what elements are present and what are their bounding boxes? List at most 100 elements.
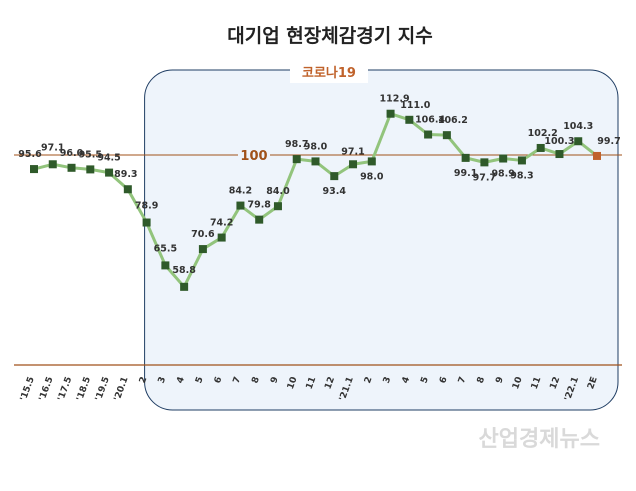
data-point bbox=[517, 156, 526, 165]
data-point bbox=[593, 151, 601, 160]
x-tick-label: 8 bbox=[476, 376, 488, 385]
data-label: 100.3 bbox=[544, 136, 574, 147]
data-label: 98.7 bbox=[285, 139, 308, 150]
x-tick-label: 8 bbox=[250, 376, 262, 385]
data-label: 112.9 bbox=[380, 94, 410, 105]
data-label: 98.0 bbox=[360, 171, 384, 182]
x-tick-label: 7 bbox=[232, 376, 244, 385]
data-label: 96.0 bbox=[60, 148, 84, 159]
x-tick-label: 3 bbox=[157, 376, 169, 385]
data-point bbox=[105, 168, 114, 177]
data-point bbox=[48, 160, 57, 169]
data-label: 58.8 bbox=[172, 265, 196, 276]
series-group: 95.697.196.095.594.589.378.965.558.870.6… bbox=[18, 94, 621, 291]
data-point bbox=[574, 137, 583, 146]
x-tick-label: 5 bbox=[194, 376, 206, 385]
data-label: 79.8 bbox=[247, 200, 271, 211]
data-point bbox=[386, 109, 395, 118]
data-point bbox=[198, 245, 207, 254]
x-tick-label: 3 bbox=[382, 376, 394, 385]
x-tick-label: 12 bbox=[549, 376, 563, 391]
watermark-text: 산업경제뉴스 bbox=[479, 427, 600, 452]
data-label: 106.4 bbox=[415, 115, 445, 126]
x-tick-label: 11 bbox=[305, 376, 319, 391]
data-point bbox=[536, 143, 545, 152]
data-label: 89.3 bbox=[114, 169, 137, 180]
x-tick-label: 10 bbox=[286, 376, 300, 391]
chart-title: 대기업 현장체감경기 지수 bbox=[227, 25, 433, 47]
data-point bbox=[273, 202, 282, 211]
data-point bbox=[480, 158, 489, 167]
x-tick-label: 9 bbox=[494, 376, 506, 385]
data-point bbox=[292, 155, 301, 164]
x-tick-label: 6 bbox=[438, 376, 450, 385]
data-label: 102.2 bbox=[528, 128, 558, 139]
x-tick-label: '19.5 bbox=[94, 376, 112, 403]
x-tick-label: 2 bbox=[363, 376, 375, 385]
x-tick-label: '17.5 bbox=[56, 376, 74, 403]
x-tick-label: 6 bbox=[213, 376, 225, 385]
data-point bbox=[217, 233, 226, 242]
x-tick-label: 2 bbox=[138, 376, 150, 385]
x-tick-label: 9 bbox=[269, 376, 281, 385]
x-tick-label: 4 bbox=[175, 376, 187, 385]
data-point bbox=[442, 131, 451, 140]
data-label: 70.6 bbox=[191, 229, 215, 240]
data-label: 98.3 bbox=[510, 170, 533, 181]
data-label: 98.9 bbox=[491, 169, 514, 180]
data-label: 99.1 bbox=[454, 168, 477, 179]
data-label: 97.1 bbox=[341, 146, 364, 157]
x-tick-label: 2E bbox=[586, 376, 600, 391]
data-label: 106.2 bbox=[438, 115, 468, 126]
x-tick-label: '18.5 bbox=[75, 376, 93, 403]
data-point bbox=[161, 261, 170, 270]
data-label: 94.5 bbox=[97, 153, 120, 164]
x-tick-label: '16.5 bbox=[38, 376, 56, 403]
x-tick-label: 11 bbox=[530, 376, 544, 391]
data-point bbox=[30, 165, 38, 174]
data-point bbox=[424, 130, 433, 139]
data-point bbox=[405, 115, 414, 124]
reference-label: 100 bbox=[240, 149, 267, 164]
data-point bbox=[67, 163, 76, 172]
data-point bbox=[180, 282, 189, 291]
data-label: 111.0 bbox=[400, 100, 430, 111]
data-label: 93.4 bbox=[323, 186, 347, 197]
data-label: 65.5 bbox=[154, 243, 177, 254]
data-label: 74.2 bbox=[210, 218, 233, 229]
reference-label-bg bbox=[238, 147, 270, 163]
covid-label: 코로나19 bbox=[302, 65, 356, 81]
data-point bbox=[123, 185, 132, 194]
data-point bbox=[499, 154, 508, 163]
x-tick-label: '20.1 bbox=[113, 376, 131, 403]
data-label: 84.2 bbox=[229, 186, 252, 197]
data-point bbox=[461, 153, 470, 162]
data-point bbox=[349, 160, 358, 169]
data-point bbox=[142, 218, 151, 227]
data-label: 95.5 bbox=[79, 149, 102, 160]
data-label: 97.7 bbox=[473, 172, 496, 183]
data-point bbox=[236, 201, 245, 210]
data-label: 97.1 bbox=[41, 142, 64, 153]
x-tick-label: 10 bbox=[511, 376, 525, 391]
data-label: 84.0 bbox=[266, 186, 290, 197]
data-point bbox=[255, 215, 264, 224]
x-tick-label: 4 bbox=[401, 376, 413, 385]
data-point bbox=[367, 157, 376, 166]
data-label: 104.3 bbox=[563, 121, 593, 132]
x-tick-label: '15.5 bbox=[19, 376, 37, 403]
x-tick-label: 12 bbox=[323, 376, 337, 391]
data-label: 78.9 bbox=[135, 201, 158, 212]
data-label: 95.6 bbox=[18, 149, 42, 160]
x-tick-label: 7 bbox=[457, 376, 469, 385]
data-point bbox=[311, 157, 320, 166]
x-tick-label: 5 bbox=[419, 376, 431, 385]
data-point bbox=[330, 172, 339, 181]
data-point bbox=[86, 165, 95, 174]
data-point bbox=[555, 150, 564, 159]
data-label: 99.7 bbox=[597, 136, 620, 147]
covid-label-box bbox=[290, 61, 368, 83]
data-label: 98.0 bbox=[304, 141, 328, 152]
